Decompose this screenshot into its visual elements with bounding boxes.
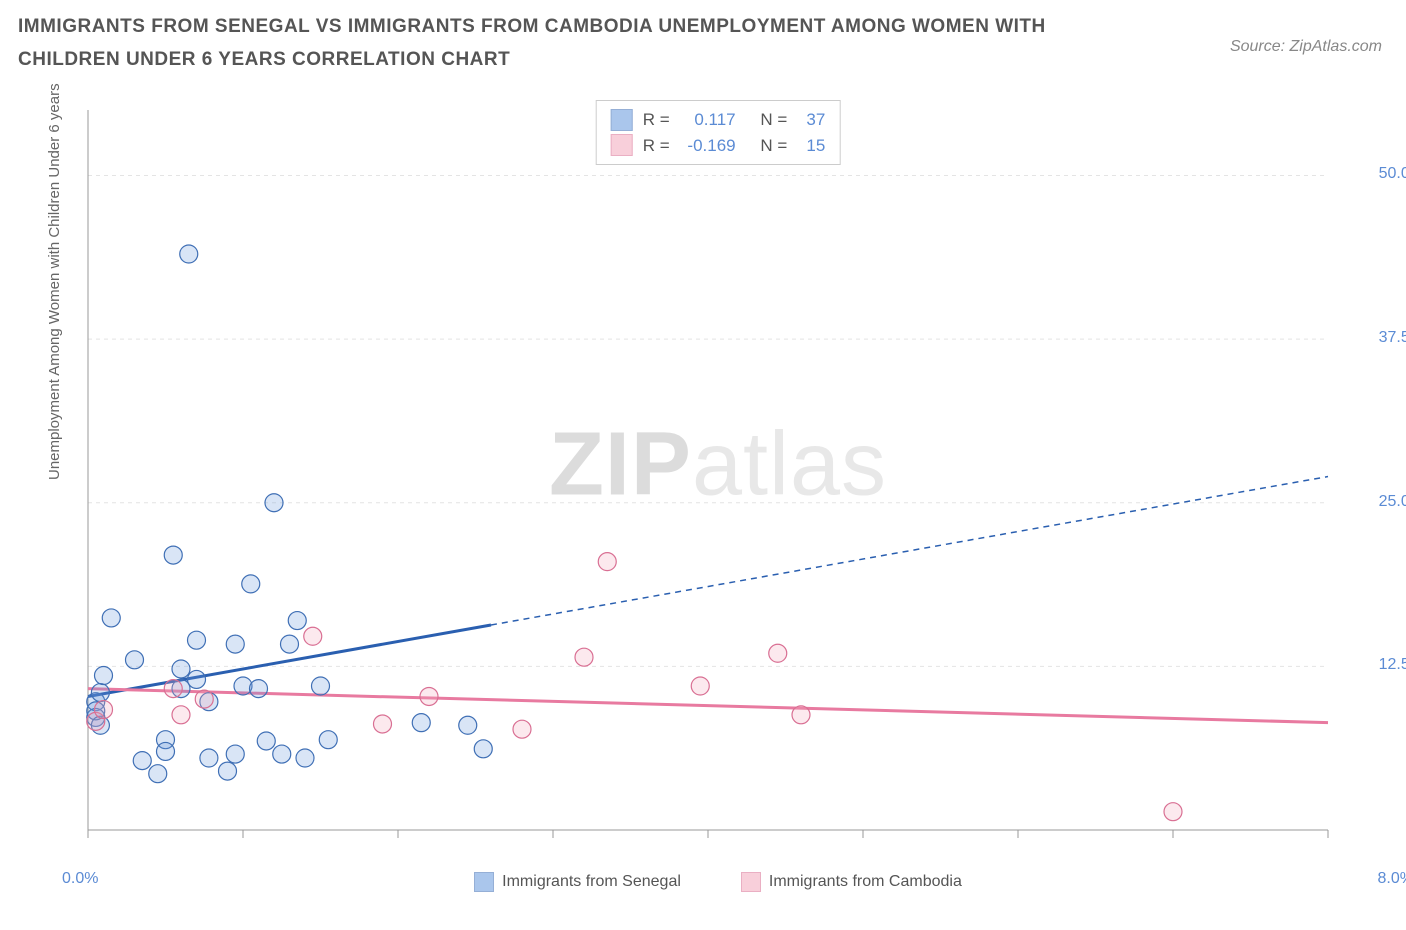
swatch-icon (741, 872, 761, 892)
stats-row-cambodia: R = -0.169 N = 15 (611, 133, 826, 159)
stats-row-senegal: R = 0.117 N = 37 (611, 107, 826, 133)
legend-item-cambodia: Immigrants from Cambodia (741, 872, 962, 892)
legend-label: Immigrants from Cambodia (769, 873, 962, 891)
stat-n-value: 15 (797, 133, 825, 159)
bottom-legend: Immigrants from Senegal Immigrants from … (58, 872, 1378, 892)
y-tick-label: 25.0% (1379, 493, 1406, 511)
y-axis-label: Unemployment Among Women with Children U… (46, 83, 63, 480)
chart-container: Unemployment Among Women with Children U… (58, 100, 1378, 860)
stat-r-label: R = (643, 133, 670, 159)
y-tick-label: 12.5% (1379, 656, 1406, 674)
x-axis-max-label: 8.0% (1378, 870, 1406, 888)
scatter-plot (78, 100, 1358, 860)
header: IMMIGRANTS FROM SENEGAL VS IMMIGRANTS FR… (0, 0, 1406, 77)
stat-n-label: N = (760, 133, 787, 159)
stat-r-value: 0.117 (680, 107, 736, 133)
source-label: Source: ZipAtlas.com (1230, 10, 1382, 56)
x-axis-min-label: 0.0% (62, 870, 98, 888)
stat-r-label: R = (643, 107, 670, 133)
stats-legend: R = 0.117 N = 37 R = -0.169 N = 15 (596, 100, 841, 165)
y-tick-label: 50.0% (1379, 165, 1406, 183)
stat-r-value: -0.169 (680, 133, 736, 159)
y-tick-label: 37.5% (1379, 329, 1406, 347)
chart-title: IMMIGRANTS FROM SENEGAL VS IMMIGRANTS FR… (18, 10, 1098, 77)
swatch-icon (611, 134, 633, 156)
stat-n-value: 37 (797, 107, 825, 133)
legend-item-senegal: Immigrants from Senegal (474, 872, 681, 892)
legend-label: Immigrants from Senegal (502, 873, 681, 891)
swatch-icon (611, 109, 633, 131)
stat-n-label: N = (760, 107, 787, 133)
swatch-icon (474, 872, 494, 892)
